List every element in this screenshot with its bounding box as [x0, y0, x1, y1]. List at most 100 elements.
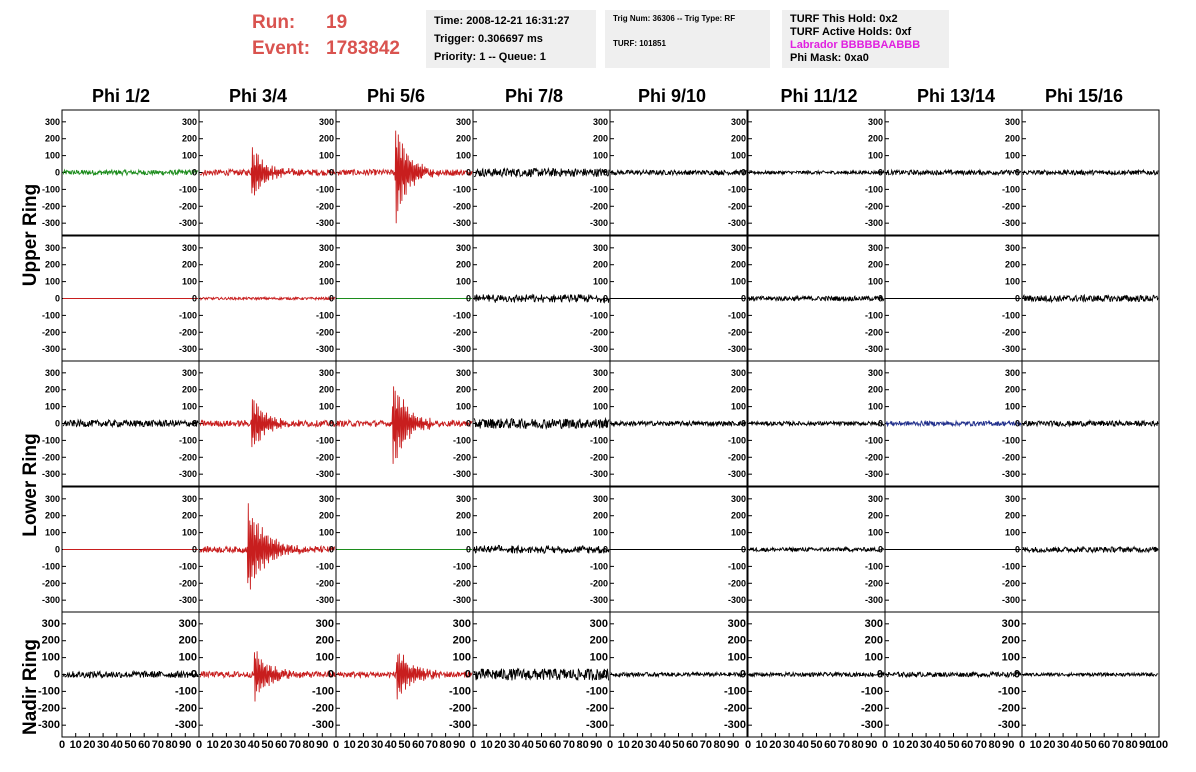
y-tick-label: -200 [590, 201, 608, 211]
y-tick-label: 0 [878, 294, 883, 304]
y-tick-label: 100 [179, 652, 197, 664]
x-tick-label: 0 [59, 739, 65, 751]
y-tick-label: 100 [865, 652, 883, 664]
x-tick-label: 10 [756, 739, 768, 751]
x-tick-label: 70 [838, 739, 850, 751]
y-tick-label: 100 [1002, 652, 1020, 664]
x-tick-label: 20 [906, 739, 918, 751]
y-tick-label: -300 [179, 218, 197, 228]
y-tick-label: 0 [55, 545, 60, 555]
y-tick-label: -200 [865, 327, 883, 337]
labrador-text: Labrador BBBBBAABBB [790, 39, 921, 51]
y-tick-label: 200 [731, 511, 746, 521]
y-tick-label: 200 [182, 385, 197, 395]
x-tick-label: 80 [988, 739, 1000, 751]
waveform-trace [336, 386, 473, 464]
waveform-trace [199, 651, 336, 702]
y-tick-label: -300 [728, 218, 746, 228]
y-tick-label: 300 [728, 618, 746, 630]
y-tick-label: -200 [865, 452, 883, 462]
waveform-trace [1022, 168, 1159, 177]
y-tick-label: 200 [731, 134, 746, 144]
y-tick-label: 300 [1002, 618, 1020, 630]
waveform-trace [473, 293, 610, 304]
y-tick-label: -200 [179, 327, 197, 337]
y-tick-label: 0 [1015, 545, 1020, 555]
x-tick-label: 70 [152, 739, 164, 751]
y-tick-label: 200 [453, 635, 471, 647]
y-tick-label: -100 [1002, 184, 1020, 194]
y-tick-label: -200 [316, 327, 334, 337]
y-tick-label: -300 [861, 719, 883, 731]
turf-text: TURF: 101851 [613, 39, 666, 48]
x-tick-label: 0 [470, 739, 476, 751]
y-tick-label: -200 [998, 702, 1020, 714]
x-tick-label: 0 [745, 739, 751, 751]
y-tick-label: 100 [319, 402, 334, 412]
y-tick-label: 200 [593, 385, 608, 395]
y-tick-label: 300 [453, 618, 471, 630]
y-tick-label: 100 [868, 277, 883, 287]
waveform-trace [473, 416, 610, 430]
y-tick-label: 0 [603, 294, 608, 304]
waveform-trace [610, 168, 747, 177]
y-tick-label: 100 [319, 528, 334, 538]
x-tick-label: 20 [769, 739, 781, 751]
y-tick-label: 300 [456, 368, 471, 378]
y-tick-label: 300 [319, 117, 334, 127]
y-tick-label: 0 [466, 545, 471, 555]
y-tick-label: 200 [1005, 134, 1020, 144]
y-tick-label: 300 [593, 368, 608, 378]
waveform-trace [748, 294, 885, 303]
y-tick-label: -300 [42, 469, 60, 479]
y-tick-label: 300 [456, 117, 471, 127]
y-tick-label: -100 [998, 685, 1020, 697]
y-tick-label: 300 [319, 243, 334, 253]
x-tick-label: 30 [508, 739, 520, 751]
y-tick-label: 100 [182, 277, 197, 287]
y-tick-label: 200 [319, 260, 334, 270]
y-tick-label: -100 [728, 561, 746, 571]
y-tick-label: 300 [456, 494, 471, 504]
x-tick-label: 20 [357, 739, 369, 751]
x-tick-label: 30 [1057, 739, 1069, 751]
y-tick-label: -100 [179, 310, 197, 320]
x-tick-label: 90 [590, 739, 602, 751]
y-tick-label: -100 [586, 685, 608, 697]
y-tick-label: -200 [865, 201, 883, 211]
y-tick-label: -300 [865, 344, 883, 354]
x-tick-label: 40 [934, 739, 946, 751]
y-tick-label: 300 [316, 618, 334, 630]
x-tick-label: 90 [1139, 739, 1151, 751]
y-tick-label: 200 [319, 511, 334, 521]
y-tick-label: 300 [868, 368, 883, 378]
turf-active-text: TURF Active Holds: 0xf [790, 26, 912, 38]
y-tick-label: -200 [42, 201, 60, 211]
y-tick-label: -100 [453, 184, 471, 194]
y-tick-label: -200 [590, 452, 608, 462]
y-tick-label: -200 [175, 702, 197, 714]
x-tick-label: 50 [810, 739, 822, 751]
y-tick-label: 200 [182, 511, 197, 521]
y-tick-label: -100 [728, 184, 746, 194]
y-tick-label: -200 [453, 452, 471, 462]
y-tick-label: -200 [453, 578, 471, 588]
x-tick-label: 90 [453, 739, 465, 751]
y-tick-label: -200 [590, 327, 608, 337]
y-tick-label: -200 [179, 452, 197, 462]
y-tick-label: 300 [45, 368, 60, 378]
y-tick-label: 300 [593, 243, 608, 253]
y-tick-label: -300 [316, 595, 334, 605]
y-tick-label: 100 [731, 277, 746, 287]
y-tick-label: -200 [728, 201, 746, 211]
x-tick-label: 30 [783, 739, 795, 751]
y-tick-label: 300 [731, 117, 746, 127]
y-tick-label: 300 [42, 618, 60, 630]
y-tick-label: 200 [456, 511, 471, 521]
x-tick-label: 60 [824, 739, 836, 751]
x-tick-label: 80 [576, 739, 588, 751]
y-tick-label: 0 [55, 168, 60, 178]
y-tick-label: -300 [312, 719, 334, 731]
col-header-phi-15-16: Phi 15/16 [1044, 86, 1124, 106]
waveform-trace [1022, 293, 1159, 304]
